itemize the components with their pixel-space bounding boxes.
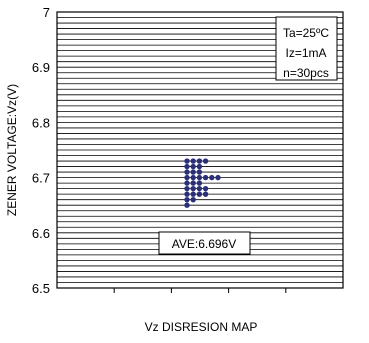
y-tick-label: 6.9 (32, 60, 50, 75)
data-point (196, 174, 203, 181)
data-point (184, 196, 190, 203)
plot-frame (56, 11, 344, 289)
data-point (196, 169, 203, 175)
condition-temperature: Ta=25ºC (283, 26, 329, 40)
average-box: AVE:6.696V (158, 231, 251, 255)
y-axis-ticks: 6.5 6.6 6.7 6.8 6.9 7 (32, 5, 50, 296)
data-point (190, 174, 196, 181)
data-point (184, 185, 190, 192)
data-point (190, 196, 196, 203)
y-tick-label: 6.8 (32, 115, 50, 130)
x-tick-marks (113, 288, 287, 293)
data-point (184, 163, 190, 170)
data-points (184, 158, 221, 208)
data-point (196, 158, 203, 164)
data-point (190, 169, 196, 175)
data-point (190, 191, 196, 197)
conditions-box: Ta=25ºC Iz=1mA n=30pcs (275, 16, 338, 81)
data-point (190, 158, 196, 164)
data-point (202, 174, 209, 181)
data-point (184, 158, 190, 164)
y-tick-label: 6.5 (32, 281, 50, 296)
y-tick-label: 6.7 (32, 171, 50, 186)
data-point (184, 202, 190, 208)
data-point (215, 174, 221, 181)
data-point (202, 158, 209, 164)
data-point (202, 185, 209, 192)
data-point (202, 191, 209, 197)
data-point (190, 185, 196, 192)
data-point (184, 180, 190, 186)
y-tick-label: 6.6 (32, 226, 50, 241)
data-point (184, 191, 190, 197)
data-point (196, 191, 203, 197)
y-axis-label: ZENER VOLTAGE:Vz(V) (5, 84, 19, 216)
data-point (196, 180, 203, 186)
data-point (196, 163, 203, 170)
data-point (190, 180, 196, 186)
y-tick-label: 7 (43, 5, 50, 20)
average-label: AVE:6.696V (172, 237, 237, 251)
data-point (190, 163, 196, 170)
data-point (209, 174, 215, 181)
condition-sample-count: n=30pcs (283, 66, 329, 80)
condition-current: Iz=1mA (285, 46, 326, 60)
data-point (184, 169, 190, 175)
data-point (184, 174, 190, 181)
x-axis-label: Vz DISRESION MAP (145, 320, 258, 334)
data-point (196, 185, 203, 192)
